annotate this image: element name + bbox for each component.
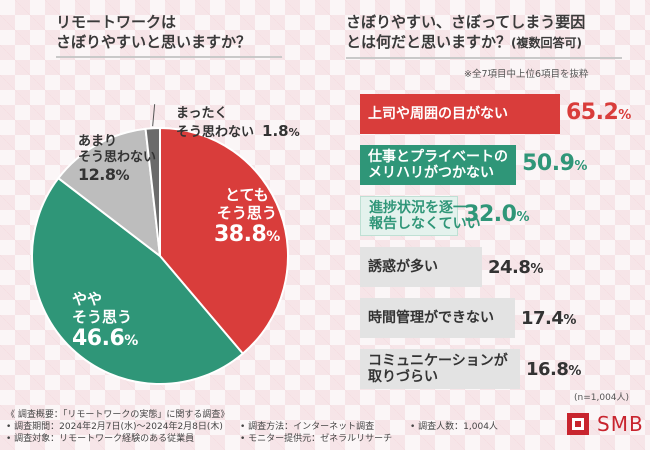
- pie-value-0: 38.8%: [214, 222, 280, 247]
- bar-1: 仕事とプライベートの メリハリがつかない: [360, 145, 517, 185]
- right-title-line2: とは何だと思いますか？: [346, 33, 512, 51]
- pie-label-3-line-1: そう思わない 1.8%: [176, 121, 300, 140]
- bar-value-4: 17.4%: [521, 308, 576, 329]
- pie-slice-3: [144, 126, 161, 257]
- bar-unit-4: %: [563, 313, 576, 328]
- smb-logo: SMB: [565, 411, 644, 437]
- pie-label-1-line-1: そう思う: [72, 308, 133, 326]
- bar-label-2-line-1: 報告しなくていい: [369, 216, 481, 232]
- bar-label-3: 誘惑が多い: [368, 259, 438, 275]
- bar-value-0: 65.2%: [566, 100, 631, 125]
- bar-label-2-line-0: 進捗状況を逐一: [369, 200, 467, 216]
- left-title-line1: リモートワークは: [56, 13, 177, 31]
- bar-4: 時間管理ができない: [360, 298, 515, 338]
- pie-label-1: やや そう思う 46.6%: [72, 290, 138, 352]
- bar-value-3: 24.8%: [488, 257, 543, 278]
- footer-period: • 調査期間：2024年2月7日(水)～2024年2月8日(木): [6, 422, 223, 432]
- bar-label-3-line-0: 誘惑が多い: [368, 259, 438, 275]
- bar-label-0-line-0: 上司や周囲の目がない: [368, 106, 508, 122]
- pie-label-1-line-0: やや: [72, 290, 103, 308]
- pie-label-3: まったく そう思わない 1.8%: [176, 106, 300, 140]
- bar-label-4-line-0: 時間管理ができない: [368, 310, 494, 326]
- bar-unit-2: %: [516, 210, 529, 225]
- bar-label-4: 時間管理ができない: [368, 310, 494, 326]
- pie-unit-3: %: [288, 125, 300, 139]
- pie-unit-1: %: [124, 333, 138, 349]
- pie-slice-0: [159, 126, 289, 356]
- pie-slice-1: [31, 176, 245, 385]
- right-title-suffix: (複数回答可): [511, 36, 582, 50]
- left-question-title: リモートワークは さぼりやすいと思いますか？: [56, 12, 282, 58]
- pie-label-0: とても そう思う 38.8%: [214, 186, 280, 248]
- bar-5: コミュニケーションが 取りづらい: [360, 349, 520, 389]
- smb-logo-icon: [567, 413, 589, 435]
- bar-label-1-line-0: 仕事とプライベートの: [368, 149, 508, 165]
- bar-label-1: 仕事とプライベートの メリハリがつかない: [368, 149, 508, 181]
- bar-label-5-line-1: 取りづらい: [368, 369, 438, 385]
- pie-label-2-line-1: そう思わない: [78, 149, 157, 165]
- pie-label-0-line-0: とても: [225, 186, 269, 204]
- footer-target: • 調査対象：リモートワーク経験のある従業員: [6, 434, 195, 444]
- bar-unit-1: %: [574, 159, 587, 174]
- bar-label-2: 進捗状況を逐一 報告しなくていい: [369, 200, 481, 232]
- pie-leader-line: [152, 104, 156, 127]
- bar-unit-5: %: [568, 364, 581, 379]
- bar-unit-0: %: [618, 108, 631, 123]
- right-question-title: さぼりやすい、さぼってしまう要因 とは何だと思いますか？(複数回答可): [346, 12, 622, 59]
- pie-unit-2: %: [115, 168, 130, 185]
- footer-summary: 《 調査概要：「リモートワークの実態」に関する調査》: [6, 410, 230, 420]
- pie-unit-0: %: [266, 229, 280, 245]
- right-note: ※全7項目中上位6項目を抜粋: [464, 69, 589, 80]
- bar-unit-3: %: [530, 262, 543, 277]
- right-title-line1: さぼりやすい、さぼってしまう要因: [346, 13, 586, 31]
- bar-label-1-line-1: メリハリがつかない: [368, 165, 494, 181]
- bar-3: 誘惑が多い: [360, 247, 482, 287]
- footer-method: • 調査方法：インターネット調査: [240, 422, 375, 432]
- pie-value-2: 12.8%: [78, 165, 130, 185]
- footer-provider: • モニター提供元：ゼネラルリサーチ: [240, 434, 393, 444]
- bar-label-5-line-0: コミュニケーションが: [368, 353, 508, 369]
- pie-slice-2: [56, 127, 162, 259]
- bar-2: 進捗状況を逐一 報告しなくていい: [360, 196, 481, 236]
- pie-label-2-line-0: あまり: [78, 134, 118, 149]
- pie-label-0-line-1: そう思う: [216, 204, 277, 222]
- pie-label-3-line-0: まったく: [176, 106, 228, 121]
- smb-logo-text: SMB: [597, 412, 644, 436]
- pie-label-2: あまり そう思わない 12.8%: [78, 134, 156, 185]
- sample-size-note: (n=1,004人): [574, 393, 630, 403]
- pie-value-3: 1.8%: [262, 121, 300, 140]
- bar-value-5: 16.8%: [526, 359, 581, 380]
- pie-value-1: 46.6%: [72, 326, 138, 351]
- left-title-line2: さぼりやすいと思いますか？: [56, 33, 252, 51]
- bar-value-2: 32.0%: [464, 202, 529, 227]
- bar-label-5: コミュニケーションが 取りづらい: [368, 353, 508, 385]
- footer-count: • 調査人数：1,004人: [410, 422, 498, 432]
- bar-0: 上司や周囲の目がない: [360, 94, 560, 134]
- bar-label-0: 上司や周囲の目がない: [368, 106, 508, 122]
- bar-value-1: 50.9%: [522, 151, 587, 176]
